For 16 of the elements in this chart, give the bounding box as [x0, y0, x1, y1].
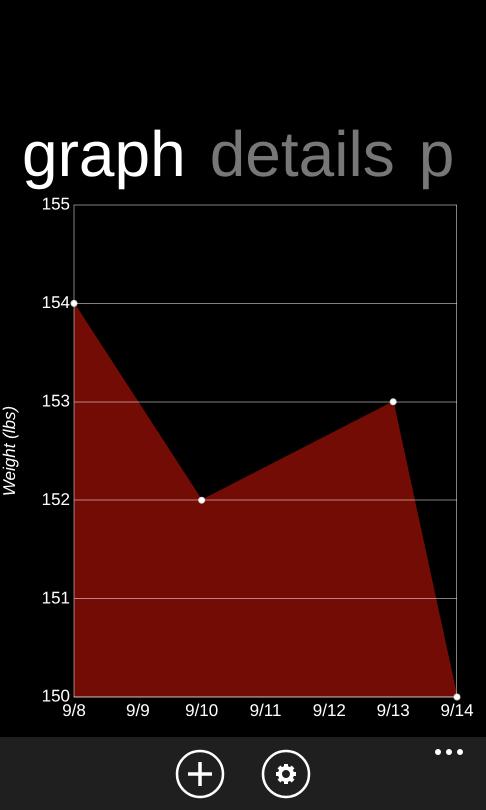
- y-tick-label: 153: [42, 391, 70, 410]
- x-tick-label: 9/13: [376, 700, 410, 720]
- y-tick-label: 151: [42, 588, 70, 608]
- y-tick-label: 152: [42, 490, 70, 509]
- y-tick-label: 155: [42, 194, 70, 214]
- chart-title: graph: [22, 118, 186, 190]
- y-tick-label: 154: [42, 293, 70, 312]
- y-axis-title: Weight (lbs): [0, 406, 19, 496]
- text: details: [210, 118, 395, 190]
- text: p: [418, 118, 454, 190]
- x-tick-label: 9/9: [126, 700, 150, 720]
- x-tick-label: 9/10: [185, 700, 218, 720]
- x-tick-label: 9/8: [62, 700, 86, 720]
- x-tick-label: 9/11: [250, 700, 282, 720]
- x-tick-label: 9/12: [312, 700, 346, 720]
- x-tick-label: 9/14: [440, 700, 474, 720]
